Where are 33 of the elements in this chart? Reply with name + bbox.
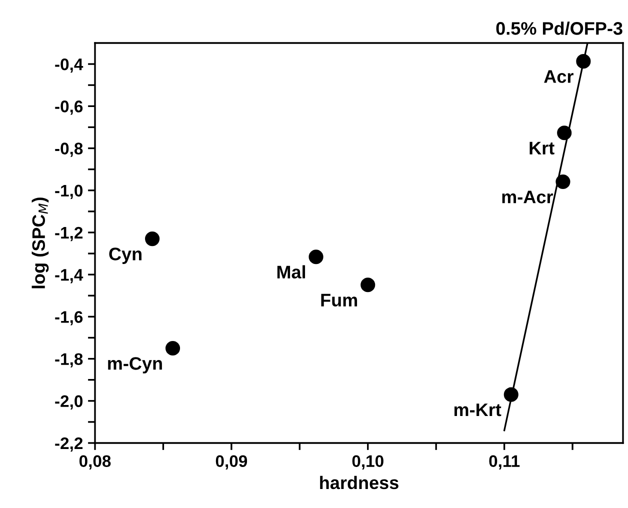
y-tick-label: -0,4 [55,58,84,73]
y-tick-label: -1,8 [55,353,83,368]
x-tick-label: 0,08 [79,455,111,470]
y-tick-label: -0,6 [55,100,83,115]
x-tick-label: 0,09 [216,455,248,470]
y-tick-label: -0,8 [55,142,83,157]
y-tick-label: -1,6 [55,311,83,326]
y-tick-label: -2,0 [55,395,83,410]
point [308,250,324,264]
annotation: Fum [321,294,358,306]
annotation: Krt [530,142,554,154]
point [360,278,376,292]
annotation: m-Acr [502,190,553,204]
point [504,387,518,402]
y-tick-label: -1,4 [55,269,84,284]
x-tick-label: 0,10 [352,455,384,470]
point [556,174,570,190]
point [557,126,572,140]
annotation: m-Krt [454,404,502,416]
chart-title: 0.5% Pd/OFP-3 [496,22,622,36]
x-tick-label: 0,11 [489,455,520,470]
point [576,54,591,69]
y-tick-label: -1,0 [55,184,83,199]
y-axis-title: log (SPC$_{M}$) [32,198,49,288]
y-tick-label: -1,2 [55,226,83,242]
annotation: Mal [277,265,306,278]
point [145,232,160,246]
annotation: Cyn [109,248,142,264]
x-axis-title: hardness [320,476,398,490]
y-tick-label: -2,2 [55,437,83,452]
point [165,340,180,356]
annotation: Acr [544,70,574,83]
annotation: m-Cyn [108,357,162,374]
